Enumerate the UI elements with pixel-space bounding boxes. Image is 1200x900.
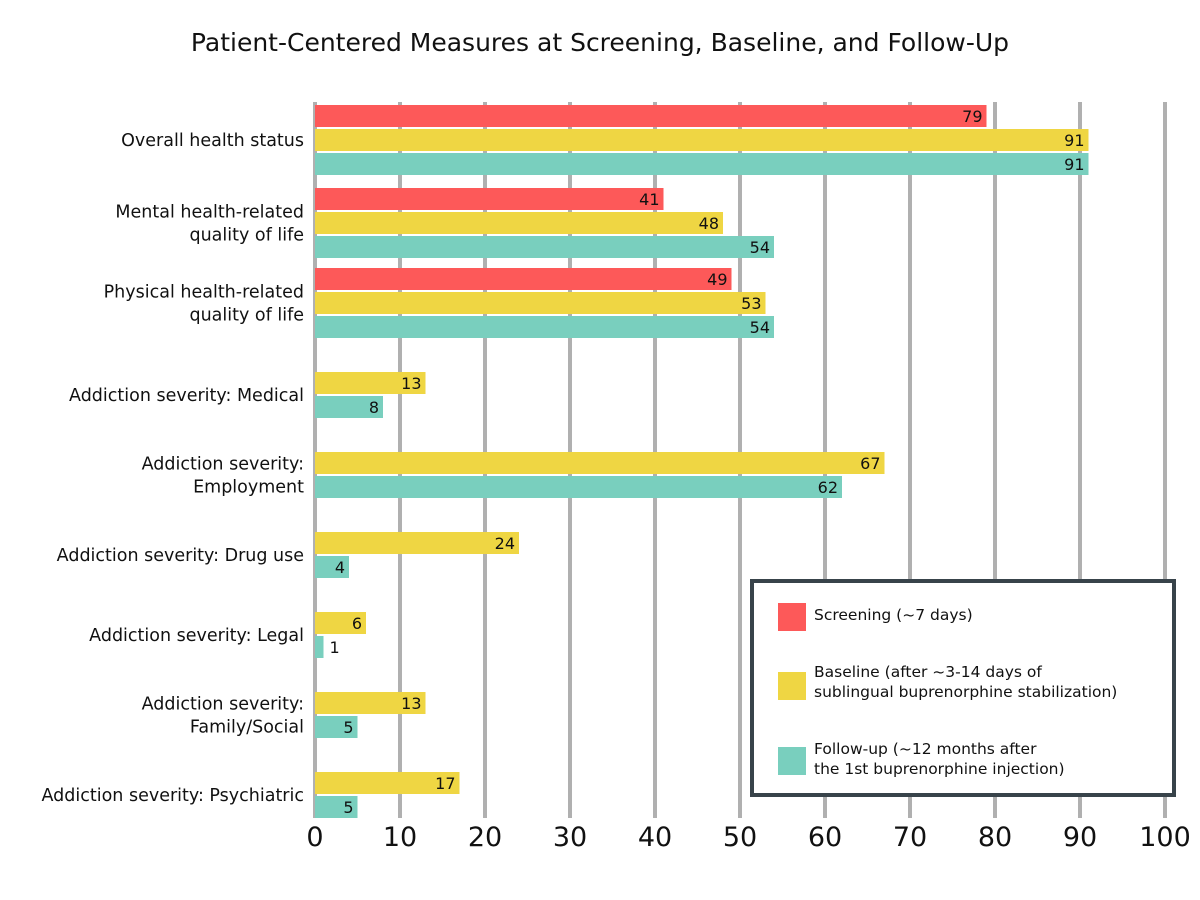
value-label: 5 [343,798,353,817]
bar-followup [315,636,324,658]
bar-baseline [315,212,723,234]
legend-label-followup: Follow-up (~12 months after the 1st bupr… [814,740,1065,778]
bar-baseline [315,772,460,794]
bar-followup [315,476,842,498]
bar-baseline [315,129,1089,151]
bar-screening [315,188,664,210]
bar-followup [315,796,358,818]
value-label: 5 [343,718,353,737]
value-label: 54 [750,238,770,257]
bar-baseline [315,452,885,474]
bar-baseline [315,372,426,394]
bar-followup [315,316,774,338]
x-tick-label: 100 [1139,822,1191,853]
x-tick-label: 80 [978,822,1012,853]
category-label: Addiction severity: Psychiatric [42,786,304,806]
legend: Screening (~7 days) Baseline (after ~3-1… [750,579,1176,797]
value-label: 13 [401,374,421,393]
x-tick-label: 60 [808,822,842,853]
bars [315,105,1089,818]
value-label: 48 [699,214,719,233]
category-label: Addiction severity: Medical [69,386,304,406]
legend-swatch-followup [778,747,806,775]
legend-swatch-screening [778,603,806,631]
bar-followup [315,556,349,578]
value-label: 13 [401,694,421,713]
legend-item-baseline: Baseline (after ~3-14 days of sublingual… [778,660,1117,702]
category-label: Overall health status [121,131,304,151]
category-labels: Overall health status Mental health-relat… [42,131,305,806]
x-axis-tick-labels: 0 10 20 30 40 50 60 70 80 90 100 [306,822,1190,853]
legend-item-followup: Follow-up (~12 months after the 1st bupr… [778,737,1065,779]
value-label: 17 [435,774,455,793]
bar-followup [315,236,774,258]
category-label: Addiction severity: Employment [142,455,304,498]
x-tick-label: 10 [383,822,417,853]
legend-swatch-baseline [778,672,806,700]
category-label: Addiction severity: Legal [89,626,304,646]
legend-label-screening: Screening (~7 days) [814,606,973,624]
bar-screening [315,105,987,127]
value-label: 6 [352,614,362,633]
value-label: 62 [818,478,838,497]
category-label: Addiction severity: Family/Social [142,695,304,738]
value-label: 54 [750,318,770,337]
bar-baseline [315,692,426,714]
legend-item-screening: Screening (~7 days) [778,603,973,631]
x-tick-label: 20 [468,822,502,853]
category-label: Addiction severity: Drug use [57,546,304,566]
value-label: 79 [962,107,982,126]
x-tick-label: 50 [723,822,757,853]
x-tick-label: 40 [638,822,672,853]
value-label: 91 [1064,155,1084,174]
bar-followup [315,153,1089,175]
chart-title: Patient-Centered Measures at Screening, … [190,28,1010,57]
x-tick-label: 30 [553,822,587,853]
value-label: 1 [330,638,340,657]
bar-baseline [315,292,766,314]
value-label: 4 [335,558,345,577]
x-tick-label: 70 [893,822,927,853]
value-label: 24 [495,534,515,553]
x-tick-label: 0 [306,822,323,853]
value-label: 67 [860,454,880,473]
value-label: 91 [1064,131,1084,150]
value-label: 41 [639,190,659,209]
category-label: Physical health-related quality of life [104,283,304,326]
bar-followup [315,716,358,738]
bar-screening [315,268,732,290]
value-label: 49 [707,270,727,289]
bar-baseline [315,612,366,634]
value-labels: 79 91 91 41 48 54 49 53 54 13 8 67 62 24 4 61 13 5 17 5 [330,107,1085,817]
bar-baseline [315,532,519,554]
value-label: 8 [369,398,379,417]
legend-label-baseline: Baseline (after ~3-14 days of sublingual… [814,663,1118,701]
x-tick-label: 90 [1063,822,1097,853]
category-label: Mental health-related quality of life [115,203,304,246]
value-label: 53 [741,294,761,313]
bar-followup [315,396,383,418]
